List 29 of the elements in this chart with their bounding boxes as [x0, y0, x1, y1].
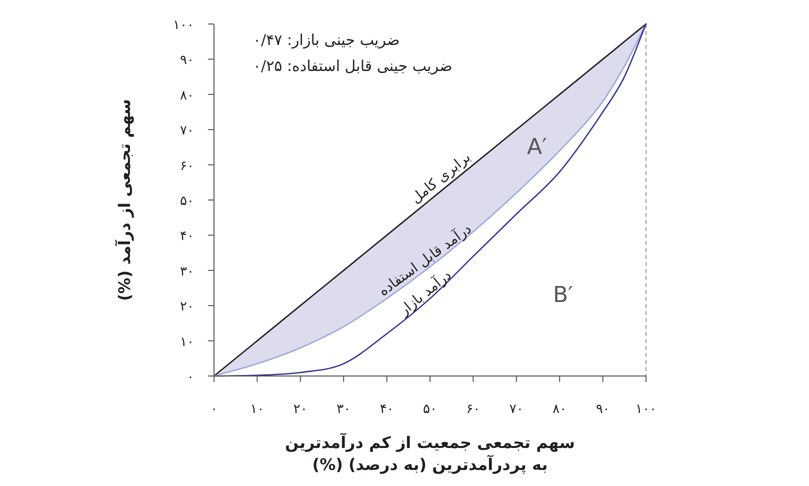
annotation: ضریب جینی بازار: ۰/۴۷ [253, 31, 400, 49]
y-tick-label: ۱۰ [180, 334, 194, 350]
x-tick-label: ۰ [210, 402, 218, 417]
x-tick-label: ۹۰ [596, 402, 610, 417]
y-tick-label: ۱۰۰ [173, 18, 194, 33]
y-tick-label: ۵۰ [180, 194, 194, 209]
x-axis-title: سهم تجمعی جمعیت از کم درآمدترین به پردرآمدترین (به درصد) (%) [285, 432, 575, 474]
x-tick-label: ۷۰ [509, 402, 524, 417]
x-tick-label: ۸۰ [552, 402, 567, 417]
y-tick-label: ۴۰ [180, 229, 194, 244]
y-tick-label: ۸۰ [180, 88, 194, 104]
y-tick-label: ۰ [187, 370, 194, 385]
x-tick-label: ۳۰ [336, 402, 351, 417]
x-tick-label: ۶۰ [466, 402, 480, 417]
x-tick-label: ۱۰ [250, 402, 264, 417]
x-tick-label: ۵۰ [423, 402, 437, 417]
x-tick-label: ۲۰ [293, 402, 308, 417]
text: برابری کامل [408, 149, 474, 207]
y-axis-title: سهم تجمعی از درآمد (%) [114, 98, 134, 302]
y-tick-label: ۳۰ [180, 264, 194, 280]
annotation: ضریب جینی قابل استفاده: ۰/۲۵ [253, 57, 452, 75]
x-tick-label: ۴۰ [380, 402, 394, 417]
x-tick-label: ۱۰۰ [636, 402, 656, 417]
annotation: A′ [526, 135, 548, 160]
y-tick-label: ۶۰ [180, 158, 194, 174]
annotation: B′ [552, 283, 574, 308]
y-tick-label: ۹۰ [180, 53, 194, 68]
y-tick-label: ۲۰ [180, 300, 194, 315]
y-tick-label: ۷۰ [180, 124, 194, 139]
